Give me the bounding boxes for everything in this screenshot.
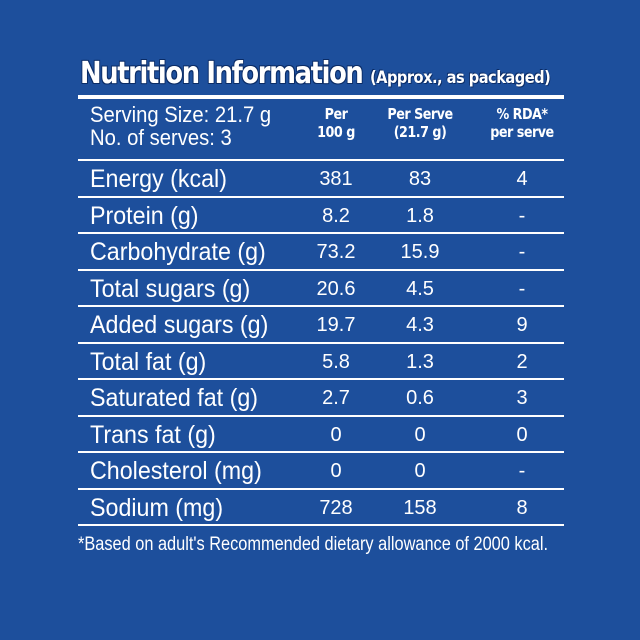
table-row: Saturated fat (g) 2.7 0.6 3 xyxy=(78,380,564,417)
nutrient-label: Carbohydrate (g) xyxy=(90,238,266,266)
table-row: Added sugars (g) 19.7 4.3 9 xyxy=(78,307,564,344)
table-row: Trans fat (g) 0 0 0 xyxy=(78,417,564,453)
table-row: Sodium (mg) 728 158 8 xyxy=(78,490,564,526)
value-perserve: 83 xyxy=(408,168,432,190)
value-rda: - xyxy=(518,241,526,263)
value-rda: 0 xyxy=(516,423,528,446)
table-row: Carbohydrate (g) 73.2 15.9 - xyxy=(78,234,564,271)
value-per100: 381 xyxy=(319,168,353,190)
value-rda: - xyxy=(518,277,526,300)
nutrient-label: Energy (kcal) xyxy=(90,165,227,193)
nutrient-label: Saturated fat (g) xyxy=(90,384,259,412)
value-rda: 9 xyxy=(516,314,528,336)
table-header: Serving Size: 21.7 g No. of serves: 3 Pe… xyxy=(78,99,564,161)
nutrient-rows: Energy (kcal) 381 83 4 Protein (g) 8.2 1.8- Car… xyxy=(78,161,564,526)
value-per100: 73.2 xyxy=(316,241,356,263)
footnote: *Based on adult's Recommended dietary al… xyxy=(78,534,549,555)
col-header-per100: Per 100 g xyxy=(309,105,363,141)
value-perserve: 4.3 xyxy=(406,314,434,336)
nutrient-label: Cholesterol (mg) xyxy=(90,457,262,485)
value-per100: 728 xyxy=(319,496,353,519)
value-per100: 19.7 xyxy=(316,314,356,336)
nutrition-panel: Nutrition Information (Approx., as packa… xyxy=(78,56,564,556)
value-perserve: 4.5 xyxy=(406,277,434,300)
title-row: Nutrition Information (Approx., as packa… xyxy=(78,56,564,91)
value-perserve: 0 xyxy=(414,423,426,446)
value-per100: 0 xyxy=(330,423,342,446)
nutrient-label: Total fat (g) xyxy=(90,347,207,376)
value-rda: - xyxy=(518,460,526,482)
servings-count: No. of serves: 3 xyxy=(90,125,232,150)
col-header-perserve-line1: Per Serve xyxy=(387,105,453,123)
value-per100: 5.8 xyxy=(322,350,350,373)
col-header-rda-line1: % RDA* xyxy=(496,105,548,123)
value-per100: 2.7 xyxy=(322,387,350,409)
panel-subtitle: (Approx., as packaged) xyxy=(370,68,551,88)
col-header-rda: % RDA* per serve xyxy=(483,105,561,141)
value-per100: 20.6 xyxy=(316,277,356,300)
value-perserve: 0 xyxy=(414,460,426,482)
col-header-rda-line2: per serve xyxy=(490,123,554,141)
value-rda: 2 xyxy=(516,350,528,373)
nutrient-label: Trans fat (g) xyxy=(90,420,216,449)
table-row: Protein (g) 8.2 1.8 - xyxy=(78,198,564,234)
value-perserve: 0.6 xyxy=(406,387,434,409)
table-row: Total fat (g) 5.8 1.3 2 xyxy=(78,344,564,380)
value-perserve: 1.8 xyxy=(406,204,434,227)
nutrient-label: Protein (g) xyxy=(90,201,199,230)
value-perserve: 1.3 xyxy=(406,350,434,373)
nutrient-label: Sodium (mg) xyxy=(90,493,224,522)
col-header-per100-line2: 100 g xyxy=(317,123,355,141)
nutrient-label: Added sugars (g) xyxy=(90,311,269,339)
table-row: Total sugars (g) 20.6 4.5 - xyxy=(78,271,564,307)
title-divider xyxy=(78,95,564,99)
col-header-per100-line1: Per xyxy=(324,105,348,123)
col-header-perserve: Per Serve (21.7 g) xyxy=(381,105,459,141)
value-perserve: 158 xyxy=(403,496,437,519)
value-rda: 4 xyxy=(516,168,528,190)
table-row: Cholesterol (mg) 0 0 - xyxy=(78,453,564,490)
col-header-perserve-line2: (21.7 g) xyxy=(393,123,447,141)
serving-info: Serving Size: 21.7 g No. of serves: 3 xyxy=(90,103,271,149)
value-rda: - xyxy=(518,204,526,227)
value-per100: 0 xyxy=(330,460,342,482)
table-row: Energy (kcal) 381 83 4 xyxy=(78,161,564,198)
serving-size: Serving Size: 21.7 g xyxy=(90,102,272,127)
value-rda: 8 xyxy=(516,496,528,519)
value-perserve: 15.9 xyxy=(400,241,440,263)
value-rda: 3 xyxy=(516,387,528,409)
value-per100: 8.2 xyxy=(322,204,350,227)
nutrient-label: Total sugars (g) xyxy=(90,274,251,303)
panel-title: Nutrition Information xyxy=(80,56,364,91)
